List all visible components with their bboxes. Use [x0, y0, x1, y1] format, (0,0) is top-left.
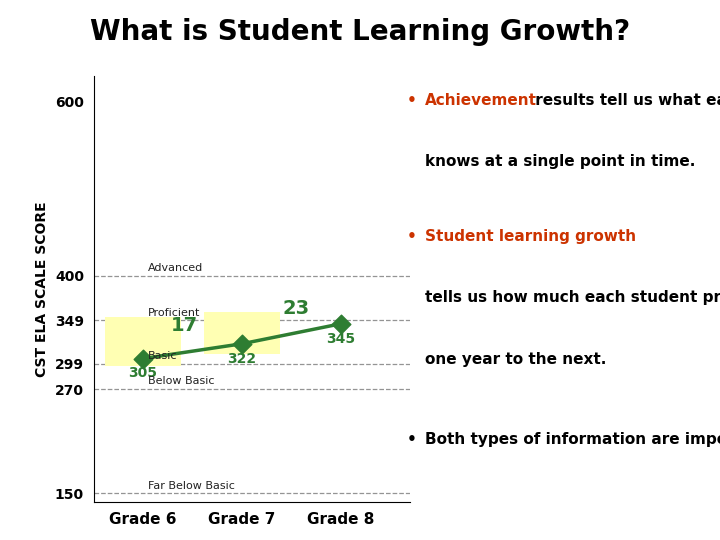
Y-axis label: CST ELA SCALE SCORE: CST ELA SCALE SCORE	[35, 201, 49, 377]
Text: one year to the next.: one year to the next.	[425, 352, 606, 367]
Bar	[106, 317, 181, 366]
Text: Far Below Basic: Far Below Basic	[148, 481, 235, 491]
Text: •: •	[406, 93, 416, 107]
Text: Below Basic: Below Basic	[148, 376, 215, 387]
Text: Achievement results tell us what each student: Achievement results tell us what each st…	[425, 93, 720, 107]
Text: 305: 305	[129, 366, 158, 380]
Text: •: •	[406, 433, 416, 448]
Text: What is Student Learning Growth?: What is Student Learning Growth?	[90, 18, 630, 46]
Text: 322: 322	[228, 352, 256, 366]
Point	[138, 354, 149, 363]
Bar	[204, 313, 280, 354]
Text: Proficient: Proficient	[148, 308, 200, 318]
Text: •: •	[406, 228, 416, 244]
Point	[336, 319, 347, 328]
Text: Both types of information are important.: Both types of information are important.	[425, 433, 720, 448]
Text: tells us how much each student progresses from: tells us how much each student progresse…	[425, 291, 720, 305]
Text: Achievement: Achievement	[425, 93, 537, 107]
Text: 345: 345	[327, 332, 356, 346]
Text: Student learning growth: Student learning growth	[425, 228, 636, 244]
Text: Basic: Basic	[148, 351, 178, 361]
Text: 17: 17	[171, 316, 198, 335]
Text: results tell us what each student: results tell us what each student	[530, 93, 720, 107]
Point	[236, 340, 248, 348]
Text: knows at a single point in time.: knows at a single point in time.	[425, 154, 696, 170]
Text: Advanced: Advanced	[148, 263, 203, 273]
Text: 23: 23	[283, 299, 310, 318]
